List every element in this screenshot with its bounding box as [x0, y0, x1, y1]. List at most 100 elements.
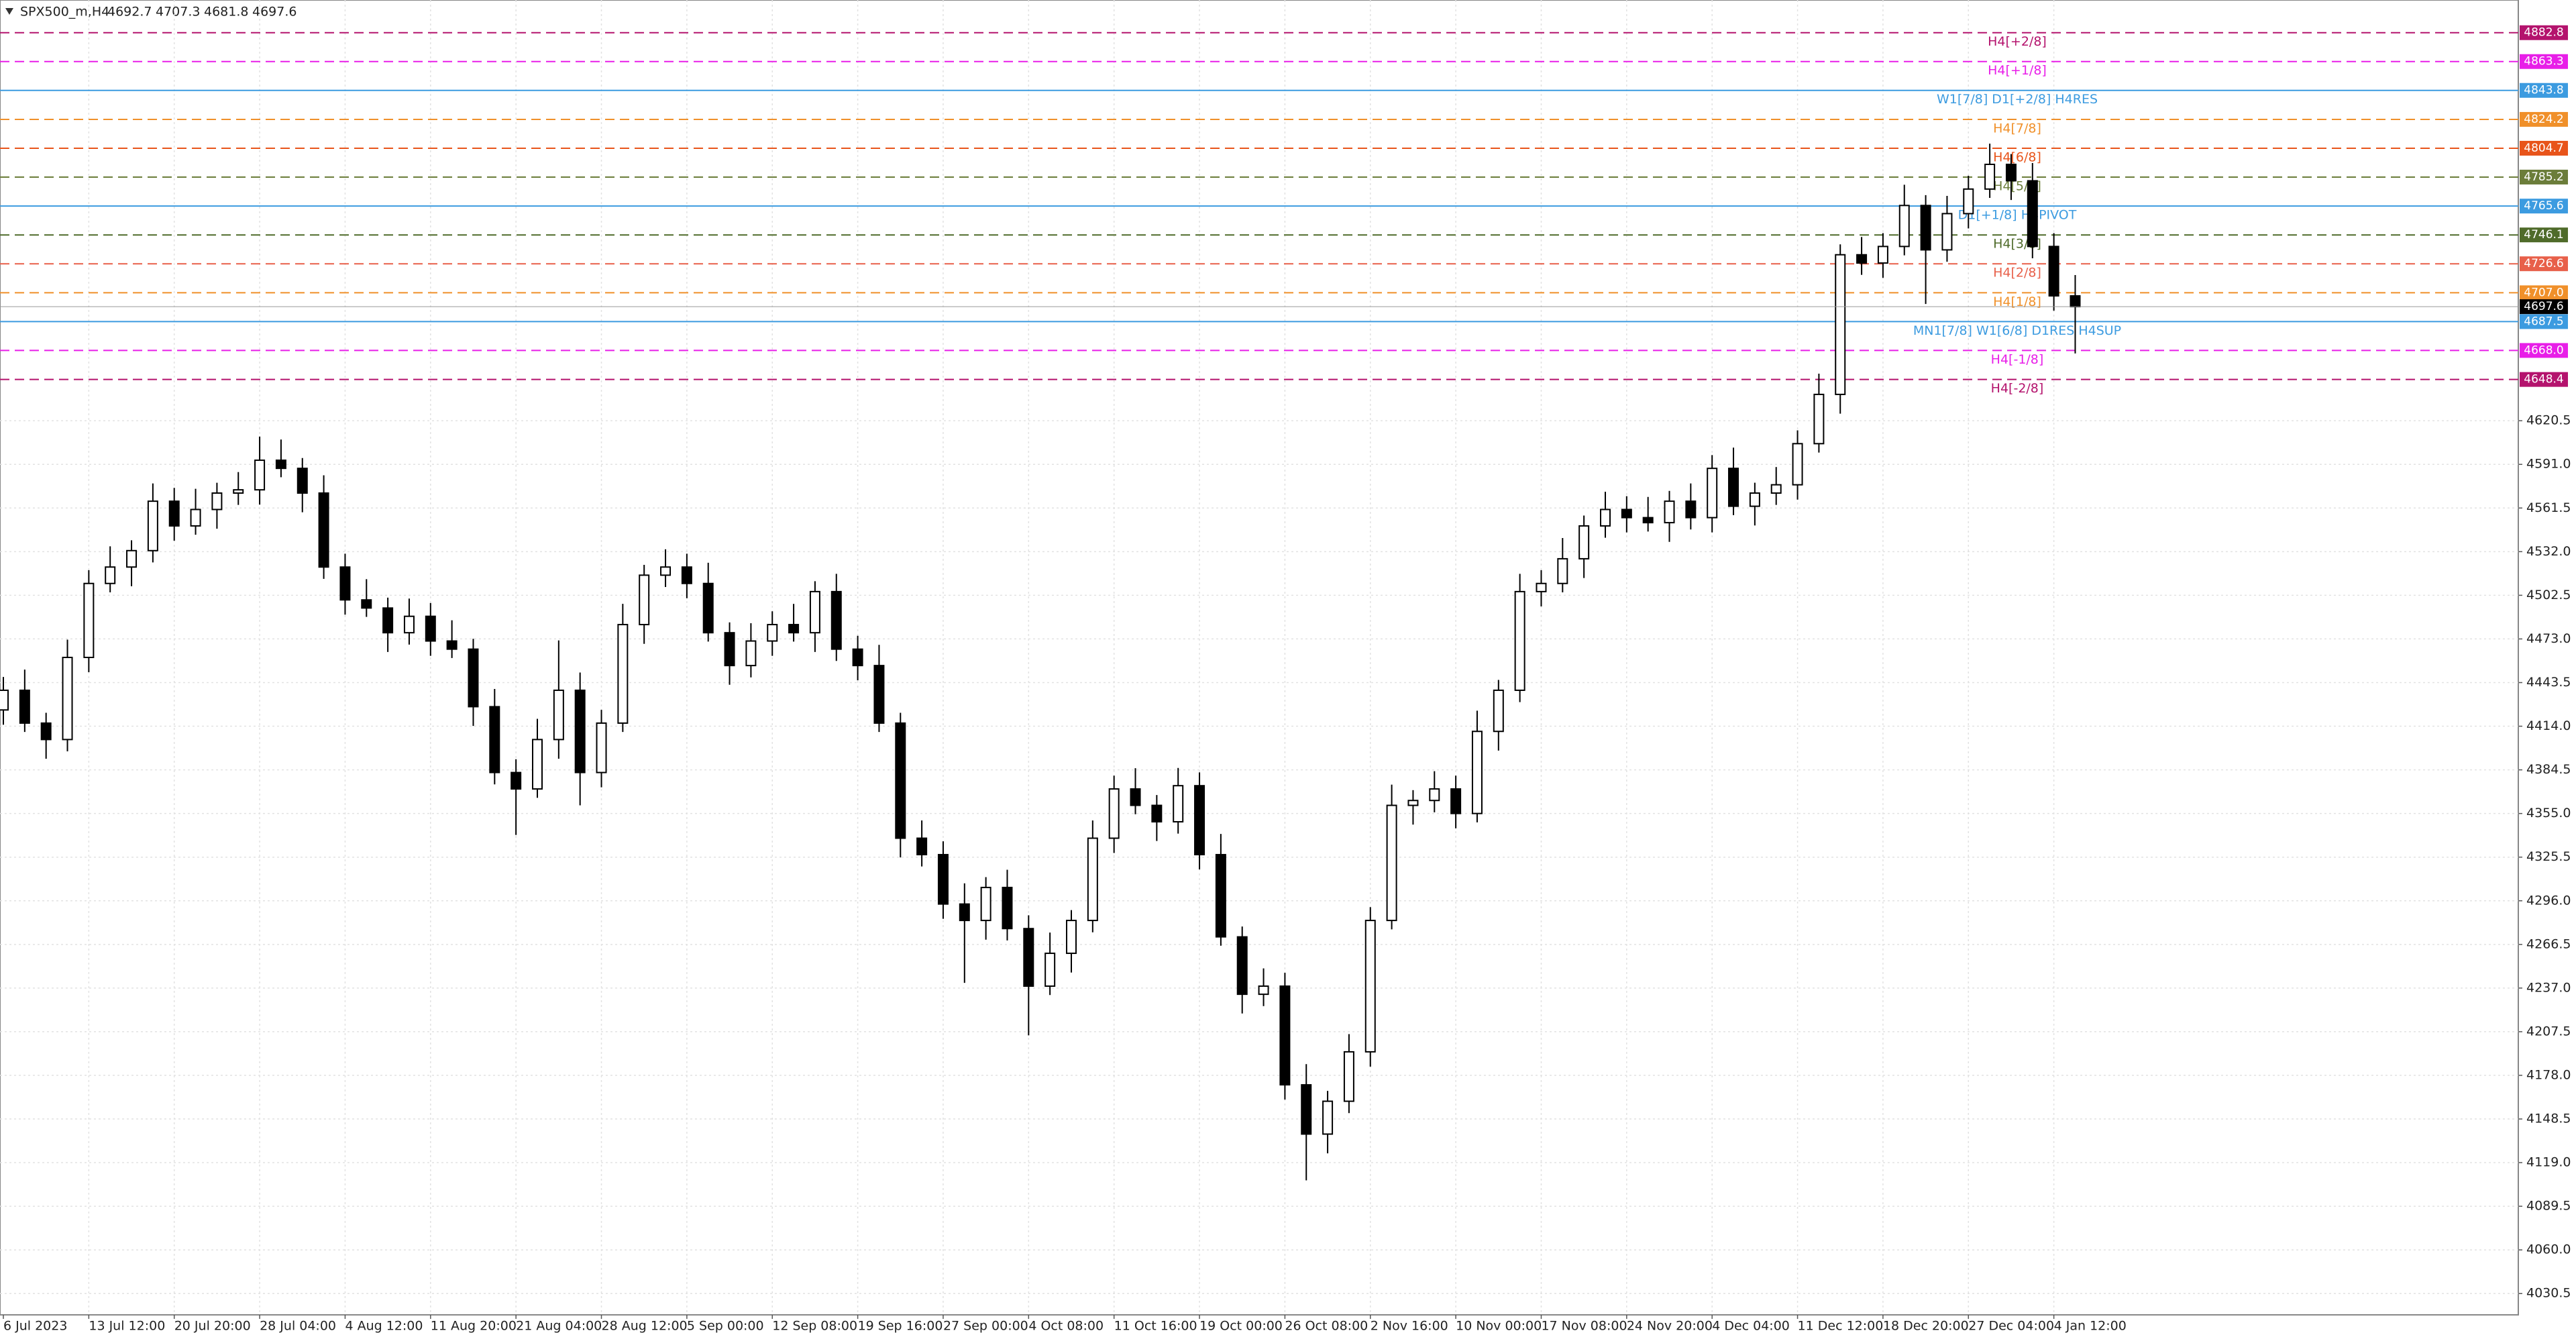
candle-body — [980, 886, 991, 922]
y-tick-label: 4178.0 — [2526, 1067, 2571, 1082]
candle-body — [1066, 920, 1077, 955]
candle-body — [1898, 205, 1910, 248]
x-tick-label: 4 Dec 04:00 — [1712, 1319, 1790, 1334]
x-tick-label: 13 Jul 12:00 — [89, 1319, 165, 1334]
candle-body — [1792, 443, 1803, 486]
candle-body — [0, 689, 9, 711]
level-price-label: 4726.6 — [2524, 257, 2563, 270]
level-price-label: 4863.3 — [2524, 55, 2563, 68]
level-price-tag — [2520, 285, 2568, 301]
plot-frame — [0, 0, 2519, 1316]
candle-body — [2027, 180, 2038, 248]
candle-body — [767, 624, 778, 642]
candle-body — [318, 492, 329, 568]
candle-body — [681, 566, 692, 584]
level-label: H4[-2/8] — [1991, 381, 2044, 396]
level-label: H4[6/8] — [1993, 150, 2041, 164]
candle-body — [788, 624, 800, 634]
level-price-tag — [2520, 343, 2568, 358]
candle-body — [574, 689, 586, 773]
candle-body — [1557, 557, 1568, 584]
bar-low: 4681.8 — [204, 5, 248, 19]
candle-body — [1450, 788, 1462, 814]
y-tick-label: 4502.5 — [2526, 588, 2571, 602]
candle-body — [1514, 590, 1525, 691]
level-label: H4[-1/8] — [1991, 352, 2044, 367]
y-tick-label: 4030.5 — [2526, 1286, 2571, 1301]
candle-body — [1236, 936, 1248, 996]
level-price-label: 4687.5 — [2524, 315, 2563, 328]
candle-body — [1023, 928, 1034, 987]
level-price-tag — [2520, 314, 2568, 329]
candle-body — [1173, 785, 1184, 823]
level-price-tag — [2520, 140, 2568, 156]
candle-body — [1770, 484, 1782, 494]
candle-body — [126, 549, 138, 568]
candle-body — [660, 566, 672, 576]
x-tick-label: 12 Sep 08:00 — [772, 1319, 857, 1334]
candle-body — [1536, 582, 1547, 592]
y-tick-label: 4355.0 — [2526, 806, 2571, 820]
candle-body — [275, 460, 286, 470]
candle-body — [105, 566, 116, 584]
candle-body — [147, 500, 158, 551]
price-tag-label: 4697.6 — [2524, 300, 2563, 313]
level-price-tag — [2520, 111, 2568, 127]
x-tick-label: 27 Dec 04:00 — [1968, 1319, 2054, 1334]
x-tick-label: 11 Dec 12:00 — [1798, 1319, 1884, 1334]
candle-body — [1108, 788, 1120, 839]
candle-body — [62, 657, 73, 741]
candle-body — [489, 706, 500, 773]
x-tick-label: 24 Nov 20:00 — [1627, 1319, 1713, 1334]
candle-body — [617, 624, 629, 724]
candle-body — [1386, 804, 1397, 922]
x-tick-label: 4 Oct 08:00 — [1028, 1319, 1104, 1334]
y-tick-label: 4207.5 — [2526, 1024, 2571, 1038]
x-tick-label: 11 Aug 20:00 — [431, 1319, 517, 1334]
level-price-label: 4765.6 — [2524, 199, 2563, 213]
candle-body — [596, 722, 607, 773]
y-tick-label: 4119.0 — [2526, 1155, 2571, 1170]
y-tick-label: 4384.5 — [2526, 762, 2571, 777]
x-tick-label: 28 Aug 12:00 — [602, 1319, 688, 1334]
menu-arrow[interactable] — [5, 8, 13, 15]
candle-body — [1407, 800, 1419, 806]
y-tick-label: 4473.0 — [2526, 631, 2571, 646]
candle-body — [532, 739, 543, 790]
candle-body — [809, 590, 820, 634]
x-tick-label: 17 Nov 08:00 — [1541, 1319, 1627, 1334]
candle-body — [1578, 525, 1590, 559]
candle-body — [1664, 500, 1675, 524]
candle-body — [511, 771, 522, 790]
candle-body — [1044, 953, 1056, 987]
candle-body — [19, 689, 30, 724]
candle-body — [1194, 785, 1205, 855]
x-tick-label: 6 Jul 2023 — [3, 1319, 67, 1334]
x-tick-label: 26 Oct 08:00 — [1285, 1319, 1368, 1334]
candle-body — [339, 566, 351, 601]
x-tick-label: 5 Sep 00:00 — [687, 1319, 764, 1334]
candle-body — [190, 508, 201, 527]
candle-body — [1642, 517, 1654, 524]
candle-body — [873, 665, 885, 724]
candle-body — [916, 837, 928, 855]
candle-body — [361, 599, 372, 609]
candle-body — [1471, 731, 1483, 814]
y-tick-label: 4414.0 — [2526, 718, 2571, 733]
level-price-tag — [2520, 54, 2568, 69]
y-tick-label: 4325.5 — [2526, 849, 2571, 864]
candle-body — [1749, 492, 1760, 507]
candle-body — [1856, 254, 1868, 264]
candle-body — [702, 582, 714, 634]
level-price-label: 4824.2 — [2524, 113, 2563, 126]
level-price-label: 4668.0 — [2524, 343, 2563, 357]
candle-body — [425, 615, 436, 642]
candle-body — [895, 722, 906, 839]
level-label: H4[7/8] — [1993, 121, 2041, 136]
x-tick-label: 11 Oct 16:00 — [1114, 1319, 1197, 1334]
candle-body — [1685, 500, 1697, 519]
level-price-tag — [2520, 199, 2568, 214]
y-tick-label: 4561.5 — [2526, 500, 2571, 515]
level-label: H4[+2/8] — [1988, 34, 2047, 49]
level-label: H4[+1/8] — [1988, 63, 2047, 78]
